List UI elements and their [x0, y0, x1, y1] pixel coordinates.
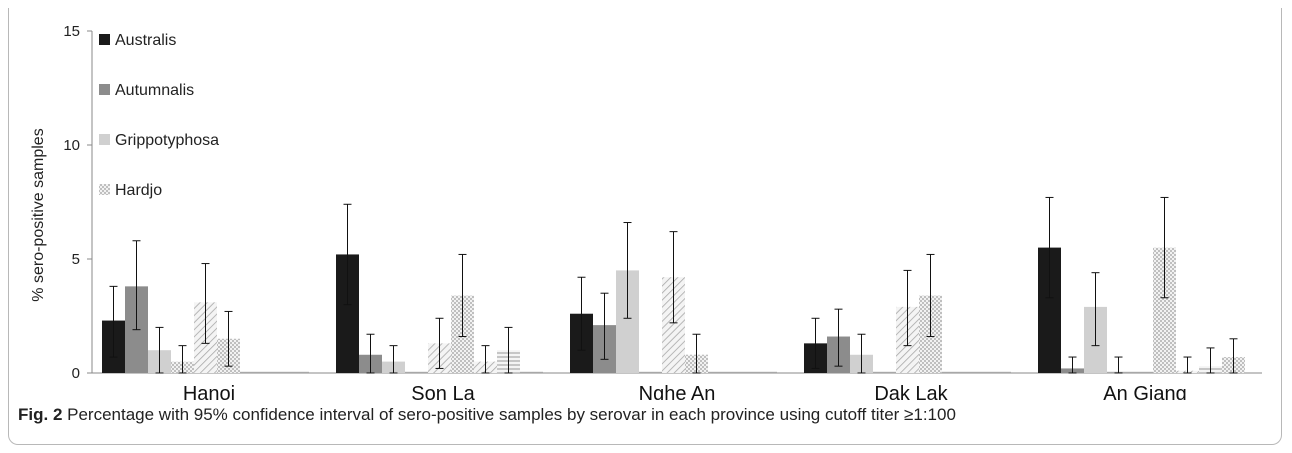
caption-label: Fig. 2	[18, 405, 63, 424]
bar	[405, 371, 428, 373]
legend-swatch	[99, 34, 110, 45]
legend-entry: Autumnalis	[115, 82, 194, 99]
legend-entry: Grippotyphosa	[115, 132, 219, 149]
y-tick-label: 10	[63, 137, 80, 154]
x-category-label: An Giang	[1103, 383, 1186, 400]
x-category-label: Hanoi	[183, 383, 235, 400]
bar	[616, 270, 639, 373]
figure-caption: Fig. 2 Percentage with 95% confidence in…	[18, 405, 956, 425]
bar	[263, 371, 286, 373]
bar	[965, 371, 988, 373]
bar	[988, 371, 1011, 373]
legend-swatch	[99, 134, 110, 145]
y-tick-label: 5	[72, 251, 80, 268]
x-category-label: Son La	[411, 383, 475, 400]
figure-frame	[8, 8, 1282, 445]
y-tick-label: 15	[63, 23, 80, 40]
legend-entry: Australis	[115, 32, 176, 49]
bar	[662, 277, 685, 373]
legend-swatch	[99, 184, 110, 195]
bar	[1130, 371, 1153, 373]
y-tick-label: 0	[72, 365, 80, 382]
bar	[708, 371, 731, 373]
bar	[240, 371, 263, 373]
bar	[873, 371, 896, 373]
bar	[336, 254, 359, 373]
bar	[942, 371, 965, 373]
bar	[286, 371, 309, 373]
legend: Australis Autumnalis Grippotyphosa Hardjo	[99, 32, 219, 199]
bar	[731, 371, 754, 373]
bar	[639, 371, 662, 373]
x-category-label: Nghe An	[639, 383, 716, 400]
error-bars-group	[109, 196, 1238, 374]
bar	[1153, 247, 1176, 373]
bar	[1038, 247, 1061, 373]
legend-swatch	[99, 84, 110, 95]
x-category-label: Dak Lak	[874, 383, 948, 400]
bar	[520, 371, 543, 373]
bar	[754, 371, 777, 373]
y-axis-label: % sero-positive samples	[30, 128, 47, 301]
caption-text: Percentage with 95% confidence interval …	[62, 405, 956, 424]
legend-entry: Hardjo	[115, 182, 162, 199]
